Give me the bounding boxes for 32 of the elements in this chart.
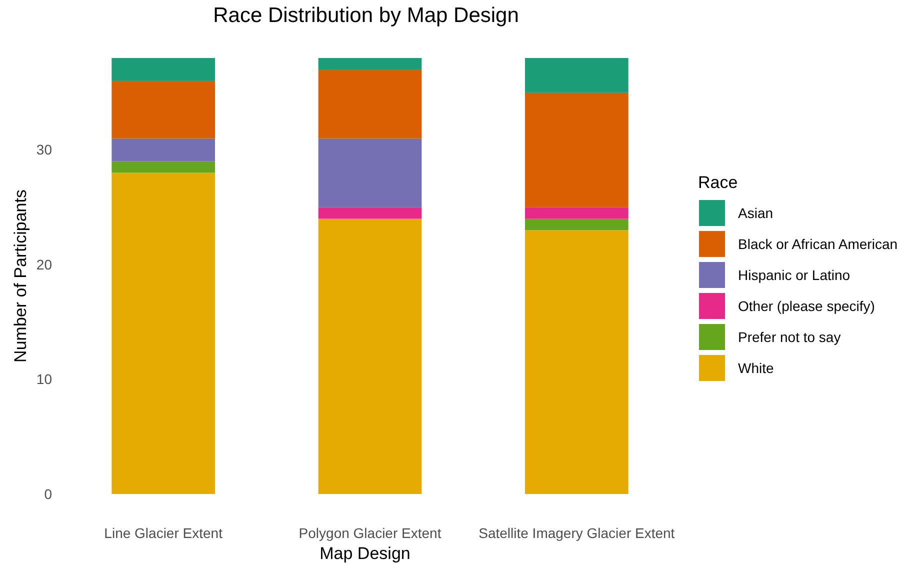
legend-label: Other (please specify) — [738, 298, 875, 314]
y-tick-label: 20 — [36, 256, 52, 272]
legend-label: Prefer not to say — [738, 328, 841, 345]
bar — [525, 58, 628, 92]
legend-label: White — [738, 360, 774, 376]
bar — [112, 138, 215, 162]
x-tick-label: Satellite Imagery Glacier Extent — [478, 525, 675, 541]
bar — [525, 92, 628, 208]
bar — [525, 230, 628, 494]
chart-title: Race Distribution by Map Design — [213, 4, 519, 27]
y-tick-label: 0 — [44, 486, 52, 502]
bar — [112, 172, 215, 494]
legend-label: Asian — [738, 204, 774, 221]
y-tick-label: 10 — [36, 371, 52, 388]
y-tick-label: 30 — [36, 142, 52, 158]
bar — [112, 80, 215, 138]
x-axis-title: Map Design — [320, 544, 410, 563]
x-tick-label: Polygon Glacier Extent — [298, 525, 442, 541]
bar — [525, 207, 628, 219]
bar — [318, 207, 422, 219]
bar — [112, 161, 215, 173]
y-axis-title: Number of Participants — [11, 190, 30, 362]
bar — [318, 58, 422, 70]
legend-title: Race — [698, 173, 738, 192]
legend-label: Hispanic or Latino — [738, 266, 850, 283]
x-tick-label: Line Glacier Extent — [104, 525, 223, 541]
legend-label: Black or African American — [738, 236, 898, 252]
bar — [112, 58, 215, 81]
bar — [525, 218, 628, 230]
bar — [318, 69, 422, 138]
bar — [318, 218, 422, 494]
bar — [318, 138, 422, 208]
